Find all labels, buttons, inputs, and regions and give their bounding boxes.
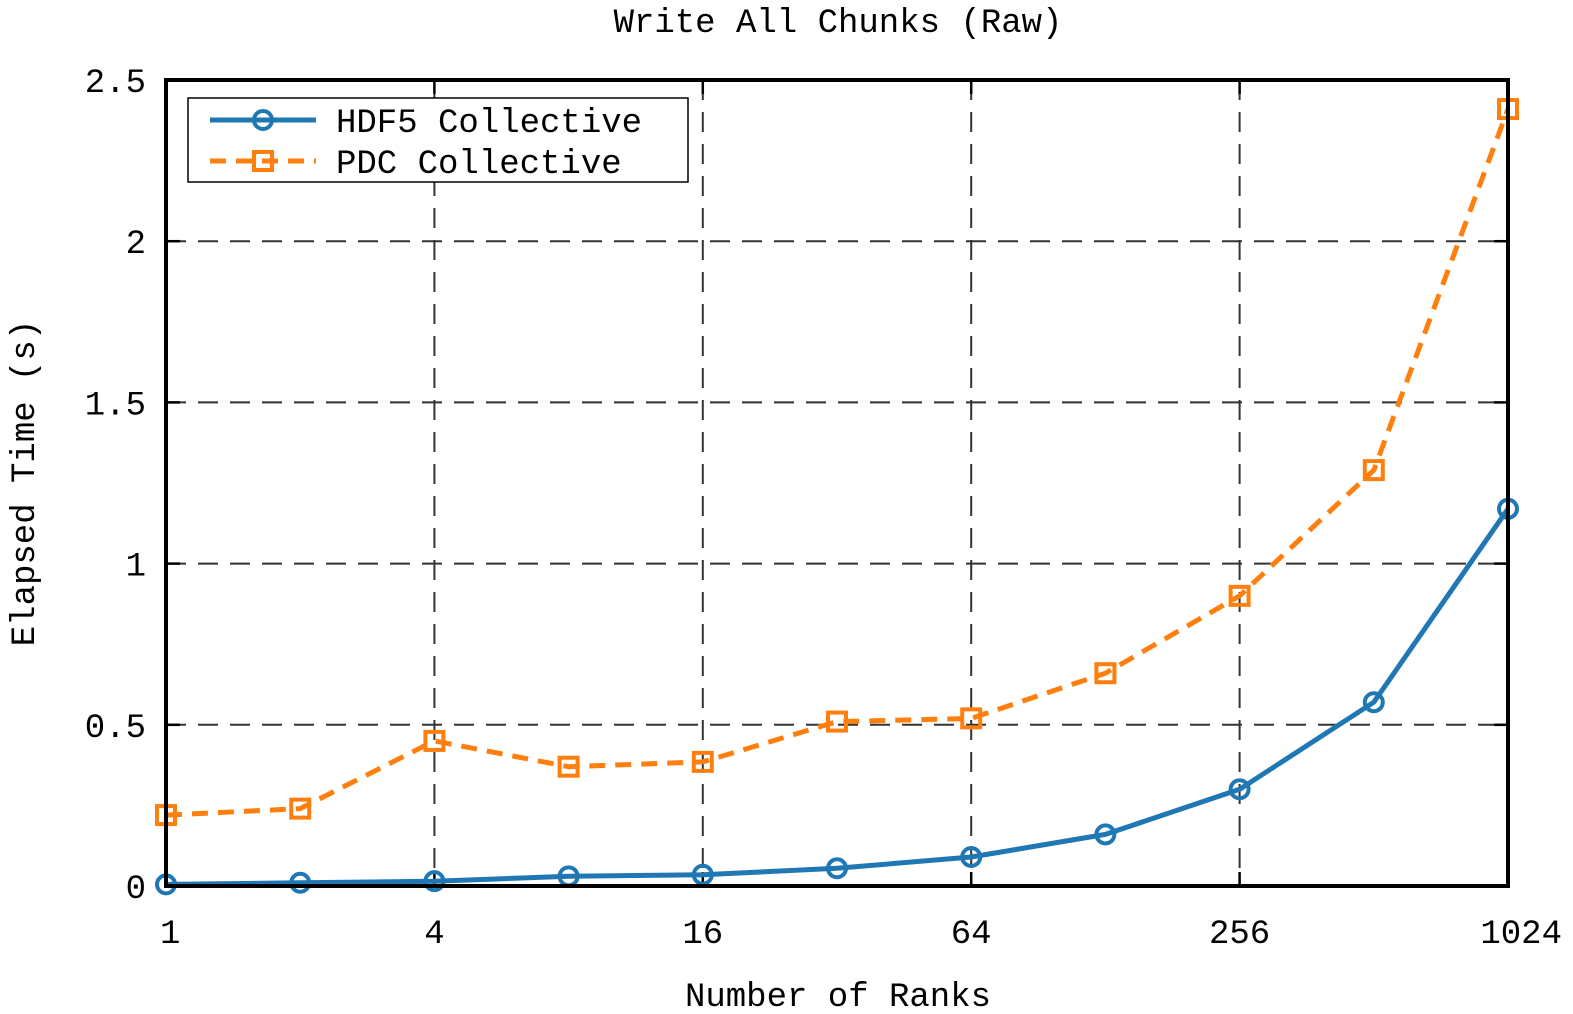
x-tick-label: 4 (424, 916, 444, 954)
data-point-hdf5-collective (826, 857, 848, 880)
data-point-pdc-collective (289, 797, 312, 820)
x-tick-label: 64 (951, 916, 992, 954)
y-tick-label: 0 (126, 871, 146, 909)
data-point-pdc-collective (557, 755, 580, 778)
data-point-pdc-collective (423, 729, 446, 752)
series-line-hdf5-collective (165, 507, 1511, 887)
legend-label-hdf5-collective: HDF5 Collective (336, 105, 642, 143)
y-tick-label: 1.5 (85, 387, 146, 425)
grid (166, 80, 1508, 886)
data-point-pdc-collective (960, 707, 983, 730)
data-point-hdf5-collective (289, 871, 312, 894)
x-tick-label: 256 (1209, 916, 1270, 954)
y-tick-label: 1 (126, 549, 146, 587)
y-tick-label: 2 (126, 226, 146, 264)
data-point-pdc-collective (826, 710, 848, 733)
plot-frame (164, 78, 1510, 888)
series-hdf5-collective (155, 497, 1519, 896)
legend-label-pdc-collective: PDC Collective (336, 146, 622, 184)
y-tick-label: 0.5 (85, 710, 146, 748)
y-tick-label: 2.5 (85, 65, 146, 103)
chart-title: Write All Chunks (Raw) (614, 5, 1063, 43)
data-point-pdc-collective (1362, 459, 1385, 482)
data-point-hdf5-collective (960, 845, 983, 868)
data-point-hdf5-collective (691, 863, 714, 886)
x-tick-label: 16 (682, 916, 723, 954)
axis-ticks: 1 4 16 64 256 1024 0 0.5 1 1.5 2 2.5 (85, 65, 1562, 954)
data-point-hdf5-collective (1228, 778, 1251, 801)
y-axis-label: Elapsed Time (s) (7, 320, 45, 646)
x-axis-label: Number of Ranks (685, 979, 991, 1014)
data-point-pdc-collective (1228, 584, 1251, 607)
legend-marker-hdf5-collective (252, 109, 274, 131)
plot-area (155, 98, 1519, 896)
series-line-pdc-collective (165, 108, 1511, 818)
data-point-hdf5-collective (423, 870, 446, 893)
data-point-hdf5-collective (1362, 691, 1385, 714)
series-pdc-collective (155, 98, 1519, 827)
legend-marker-pdc-collective (252, 150, 274, 172)
data-point-pdc-collective (691, 750, 714, 773)
x-tick-label: 1024 (1480, 916, 1562, 954)
data-point-hdf5-collective (1094, 823, 1117, 846)
x-tick-label: 1 (160, 916, 180, 954)
data-point-pdc-collective (1094, 662, 1117, 685)
